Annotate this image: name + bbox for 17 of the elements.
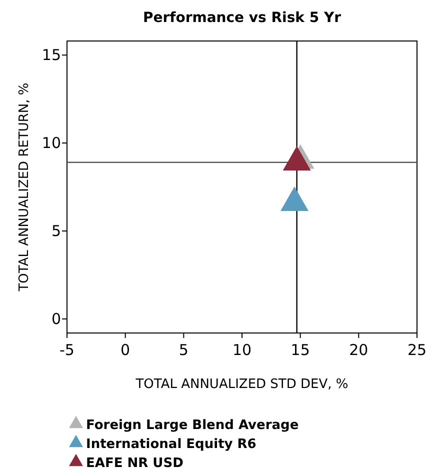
y-tick-label: 0 xyxy=(51,310,61,328)
x-tick-label: 20 xyxy=(349,341,368,359)
y-tick-label: 5 xyxy=(51,222,61,240)
x-axis-title: TOTAL ANNUALIZED STD DEV, % xyxy=(134,377,348,392)
y-axis-title: TOTAL ANNUALIZED RETURN, % xyxy=(17,82,32,292)
legend-label: International Equity R6 xyxy=(86,437,256,452)
x-tick-label: -5 xyxy=(60,341,74,359)
x-tick-label: 10 xyxy=(232,341,252,359)
x-tick-label: 5 xyxy=(178,341,188,359)
x-tick-label: 0 xyxy=(120,341,130,359)
legend-label: EAFE NR USD xyxy=(86,456,184,471)
x-tick-label: 15 xyxy=(290,341,310,359)
y-tick-label: 15 xyxy=(42,46,61,64)
legend-label: Foreign Large Blend Average xyxy=(86,418,299,433)
x-tick-label: 25 xyxy=(407,341,427,359)
y-tick-label: 10 xyxy=(42,134,61,152)
chart-title: Performance vs Risk 5 Yr xyxy=(142,10,342,26)
